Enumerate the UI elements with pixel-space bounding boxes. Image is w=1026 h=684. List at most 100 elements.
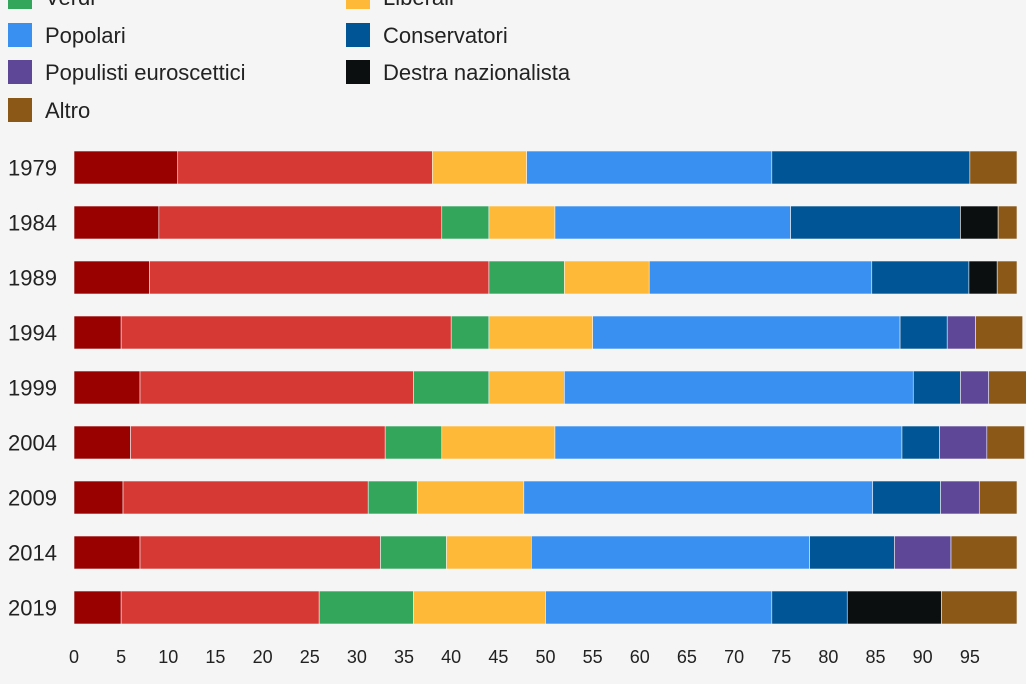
bar-segment bbox=[120, 590, 320, 625]
x-tick-label: 80 bbox=[818, 647, 838, 667]
bar-segment bbox=[554, 205, 791, 240]
y-tick-label: 1984 bbox=[8, 211, 57, 236]
bar-segment bbox=[367, 480, 418, 515]
bar-segment bbox=[771, 590, 848, 625]
bar-segment bbox=[997, 205, 1018, 240]
bar-segment bbox=[488, 370, 565, 405]
bar-segment bbox=[441, 425, 556, 460]
legend-label: Populisti euroscettici bbox=[45, 60, 246, 85]
bar-segment bbox=[894, 535, 952, 570]
bar-segment bbox=[139, 370, 414, 405]
bar-segment bbox=[771, 150, 971, 185]
bar-segment bbox=[384, 425, 443, 460]
bar-segment bbox=[158, 205, 443, 240]
bar-segment bbox=[941, 590, 1018, 625]
bar-segment bbox=[988, 370, 1026, 405]
bar-segment bbox=[939, 425, 988, 460]
bar-segment bbox=[872, 480, 941, 515]
bar-segment bbox=[73, 480, 124, 515]
bar-segment bbox=[380, 535, 447, 570]
x-tick-label: 75 bbox=[771, 647, 791, 667]
x-tick-label: 50 bbox=[535, 647, 555, 667]
bar-segment bbox=[523, 480, 874, 515]
x-tick-label: 25 bbox=[300, 647, 320, 667]
x-tick-label: 15 bbox=[205, 647, 225, 667]
bar-segment bbox=[960, 205, 999, 240]
bar-segment bbox=[73, 535, 141, 570]
bar-segment bbox=[432, 150, 527, 185]
bar-segment bbox=[73, 150, 179, 185]
legend-swatch bbox=[346, 23, 370, 47]
legend-swatch bbox=[8, 23, 32, 47]
x-tick-label: 10 bbox=[158, 647, 178, 667]
bar-segment bbox=[120, 315, 452, 350]
bar-segment bbox=[899, 315, 948, 350]
x-tick-label: 60 bbox=[630, 647, 650, 667]
legend-label: Liberali bbox=[383, 0, 454, 10]
bar-segment bbox=[968, 260, 998, 295]
y-tick-label: 2019 bbox=[8, 596, 57, 621]
x-tick-label: 35 bbox=[394, 647, 414, 667]
legend: Verdi Liberali Popolari Conservatori Populis… bbox=[8, 0, 571, 123]
x-tick-label: 0 bbox=[69, 647, 79, 667]
y-tick-label: 2004 bbox=[8, 431, 57, 456]
bar-segment bbox=[978, 480, 1018, 515]
bar-segment bbox=[950, 535, 1018, 570]
y-axis-labels: 1979 1984 1989 1994 1999 2004 2009 2014 2019 bbox=[8, 156, 57, 621]
bar-segment bbox=[648, 260, 873, 295]
y-tick-label: 1999 bbox=[8, 376, 57, 401]
y-tick-label: 1979 bbox=[8, 156, 57, 181]
bar-segment bbox=[73, 260, 150, 295]
x-tick-label: 55 bbox=[583, 647, 603, 667]
bar-segment bbox=[969, 150, 1018, 185]
bar-segment bbox=[846, 590, 942, 625]
bar-segment bbox=[446, 535, 532, 570]
bar-segment bbox=[809, 535, 895, 570]
x-tick-label: 90 bbox=[913, 647, 933, 667]
y-tick-label: 1994 bbox=[8, 321, 57, 346]
bar-segment bbox=[73, 370, 141, 405]
bar-segment bbox=[73, 425, 131, 460]
x-tick-label: 95 bbox=[960, 647, 980, 667]
bar-segment bbox=[441, 205, 490, 240]
bar-segment bbox=[318, 590, 414, 625]
x-tick-label: 5 bbox=[116, 647, 126, 667]
y-tick-label: 1989 bbox=[8, 266, 57, 291]
legend-swatch bbox=[346, 0, 370, 9]
bar-segment bbox=[450, 315, 490, 350]
bar-segment bbox=[488, 315, 593, 350]
bar-segment bbox=[986, 425, 1025, 460]
bar-segment bbox=[946, 315, 976, 350]
bar-segment bbox=[416, 480, 525, 515]
bar-segment bbox=[139, 535, 381, 570]
legend-label: Altro bbox=[45, 98, 90, 123]
y-tick-label: 2009 bbox=[8, 486, 57, 511]
bar-segment bbox=[531, 535, 810, 570]
bar-segment bbox=[554, 425, 903, 460]
bar-segment bbox=[73, 205, 160, 240]
bar-segment bbox=[996, 260, 1018, 295]
bar-segment bbox=[73, 315, 122, 350]
bar-segment bbox=[413, 590, 546, 625]
bar-segment bbox=[122, 480, 369, 515]
bar-segment bbox=[488, 260, 565, 295]
x-tick-label: 85 bbox=[866, 647, 886, 667]
x-tick-label: 20 bbox=[253, 647, 273, 667]
bar-segment bbox=[960, 370, 990, 405]
bar-segment bbox=[413, 370, 490, 405]
x-tick-label: 70 bbox=[724, 647, 744, 667]
bar-segment bbox=[564, 260, 650, 295]
legend-swatch bbox=[346, 60, 370, 84]
legend-swatch bbox=[8, 60, 32, 84]
x-axis-labels: 0 5 10 15 20 25 30 35 40 45 50 55 60 65 70 75 80 85 90 95 bbox=[69, 647, 980, 667]
legend-label: Popolari bbox=[45, 23, 126, 48]
bar-segment bbox=[564, 370, 914, 405]
y-tick-label: 2014 bbox=[8, 541, 57, 566]
legend-swatch bbox=[8, 0, 32, 9]
legend-swatch bbox=[8, 98, 32, 122]
bar-segment bbox=[149, 260, 490, 295]
legend-label: Conservatori bbox=[383, 23, 508, 48]
legend-label: Destra nazionalista bbox=[383, 60, 571, 85]
